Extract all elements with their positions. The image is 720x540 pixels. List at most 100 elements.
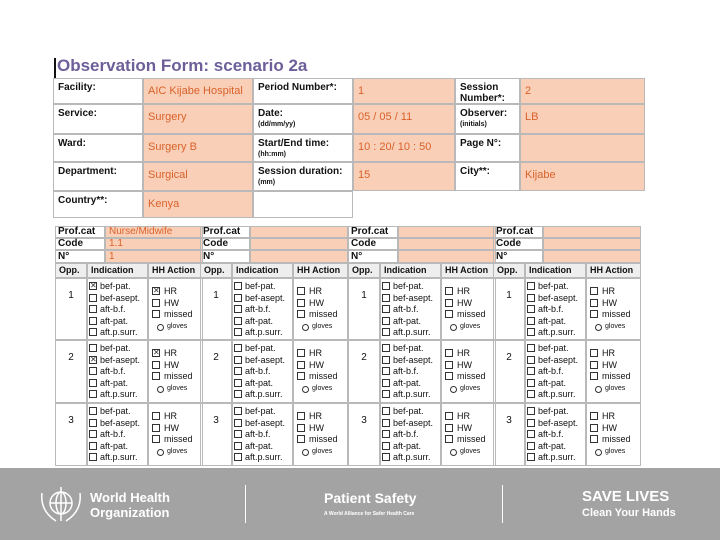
indication-label: aft-b.f. — [100, 429, 126, 439]
indication-label: aft-pat. — [393, 315, 422, 326]
action-checkbox — [590, 372, 598, 380]
action-label: HR — [164, 411, 177, 421]
indication-checkbox — [527, 453, 535, 461]
indication-cell — [525, 403, 586, 466]
action-cell — [586, 403, 641, 466]
indication-label: aft-b.f. — [245, 429, 271, 439]
indication-label: aft.p.surr. — [393, 327, 431, 337]
indication-label: aft.p.surr. — [393, 452, 431, 462]
indication-checkbox — [89, 316, 97, 325]
opp-number: 1 — [213, 290, 219, 301]
indication-label: aft.p.surr. — [100, 452, 138, 462]
field-sublabel: (hh:mm) — [258, 151, 286, 158]
opp-number: 3 — [361, 415, 367, 426]
prof-label: Prof.cat — [493, 226, 543, 238]
prof-value — [250, 250, 348, 263]
field-label: Date: (dd/mm/yy) — [253, 104, 353, 134]
indication-checkbox — [89, 305, 97, 313]
prof-label: Code — [493, 238, 543, 250]
indication-label: bef-asept. — [245, 292, 286, 303]
field-label: Period Number*: — [253, 78, 353, 104]
gloves-radio — [302, 448, 309, 456]
indication-checkbox — [234, 407, 242, 415]
indication-checkbox — [527, 328, 535, 336]
indication-label: aft.p.surr. — [538, 389, 576, 399]
action-cell — [586, 340, 641, 403]
indication-checkbox — [382, 305, 390, 313]
prof-value — [543, 238, 641, 250]
indication-label: aft.p.surr. — [393, 389, 431, 399]
opp-number: 1 — [506, 290, 512, 301]
action-cell — [586, 278, 641, 340]
opp-number: 2 — [213, 352, 219, 363]
campaign: SAVE LIVES — [582, 488, 670, 505]
action-label: missed — [602, 371, 631, 381]
gloves-radio — [157, 323, 164, 331]
label-text: City**: — [460, 166, 491, 177]
indication-checkbox — [527, 293, 535, 302]
action-checkbox — [590, 310, 598, 318]
indication-checkbox: ✕ — [89, 354, 97, 364]
indication-label: bef-asept. — [538, 417, 579, 428]
indication-checkbox — [234, 367, 242, 375]
indication-label: bef-pat. — [538, 343, 569, 353]
prof-label: N° — [348, 250, 398, 263]
indication-label: aft-b.f. — [393, 366, 419, 376]
action-checkbox — [445, 298, 453, 307]
indication-checkbox — [234, 293, 242, 302]
action-checkbox — [590, 412, 598, 420]
action-checkbox — [590, 423, 598, 432]
indication-checkbox — [89, 367, 97, 375]
action-label: missed — [164, 434, 193, 444]
gloves-label: gloves — [605, 384, 626, 392]
label-text: Observer: — [460, 108, 508, 119]
gloves-label: gloves — [605, 322, 626, 330]
indication-label: aft-pat. — [245, 315, 274, 326]
prof-value: Nurse/Midwife — [105, 226, 203, 238]
action-label: HR — [457, 286, 470, 296]
indication-checkbox — [382, 355, 390, 364]
action-label: HW — [602, 297, 617, 308]
action-label: HR — [309, 286, 322, 296]
indication-label: bef-asept. — [100, 417, 141, 428]
divider — [245, 485, 246, 523]
indication-label: aft-pat. — [100, 440, 129, 451]
gloves-label: gloves — [460, 447, 481, 455]
column-header: HH Action — [586, 263, 641, 278]
action-cell — [441, 403, 496, 466]
gloves-radio — [302, 323, 309, 331]
opp-number: 3 — [213, 415, 219, 426]
action-checkbox — [297, 435, 305, 443]
prof-label: Prof.cat — [200, 226, 250, 238]
action-checkbox — [445, 360, 453, 369]
opp-cell — [200, 278, 232, 340]
indication-checkbox — [527, 282, 535, 290]
action-checkbox — [445, 435, 453, 443]
who-logo — [41, 487, 81, 522]
indication-label: aft.p.surr. — [245, 389, 283, 399]
indication-checkbox — [527, 418, 535, 427]
indication-checkbox — [234, 328, 242, 336]
indication-checkbox — [89, 344, 97, 352]
action-label: HR — [602, 411, 615, 421]
indication-checkbox — [89, 453, 97, 461]
action-cell — [293, 403, 348, 466]
prof-value: 1.1 — [105, 238, 203, 250]
field-value: 05 / 05 / 11 — [353, 104, 455, 134]
action-label: HW — [309, 359, 324, 370]
label-text: Service: — [58, 108, 97, 119]
opp-cell — [55, 278, 87, 340]
indication-label: bef-asept. — [538, 354, 579, 365]
prof-label: N° — [55, 250, 105, 263]
indication-label: aft-b.f. — [538, 429, 564, 439]
field-value: Surgery — [143, 104, 253, 134]
gloves-label: gloves — [167, 322, 188, 330]
prof-value — [543, 250, 641, 263]
opp-cell — [348, 278, 380, 340]
gloves-label: gloves — [167, 384, 188, 392]
indication-cell — [380, 403, 441, 466]
action-label: HW — [309, 297, 324, 308]
gloves-radio — [450, 448, 457, 456]
gloves-radio — [450, 323, 457, 331]
indication-label: aft-pat. — [100, 377, 129, 388]
